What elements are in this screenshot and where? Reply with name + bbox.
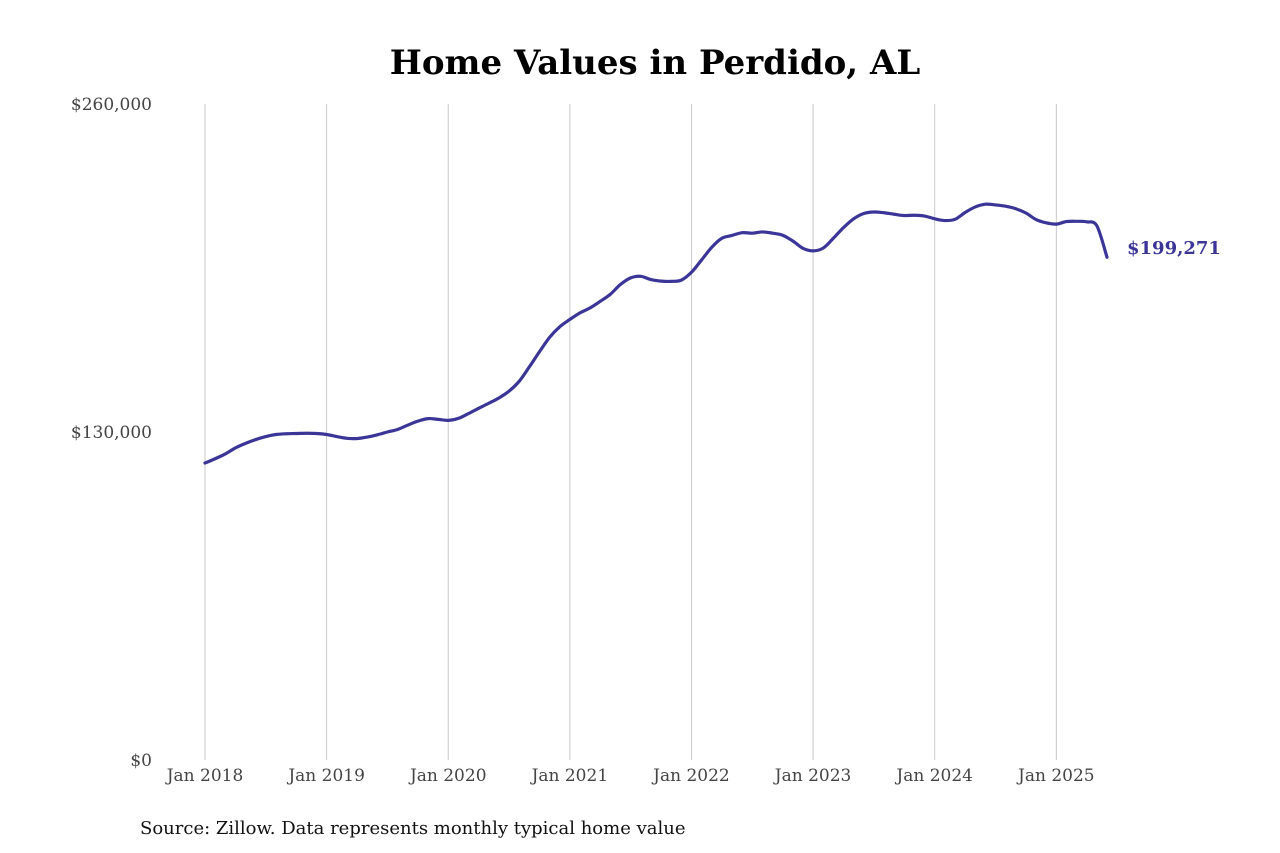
x-tick-label: Jan 2019 (286, 766, 365, 786)
vertical-gridlines (204, 104, 1057, 760)
latest-value-label: $199,271 (1127, 238, 1221, 259)
home-value-series-line (203, 202, 1109, 465)
x-tick-label: Jan 2021 (530, 766, 609, 786)
source-note: Source: Zillow. Data represents monthly … (140, 818, 686, 839)
y-tick-label: $130,000 (71, 423, 152, 443)
y-tick-label: $260,000 (71, 95, 152, 115)
chart-title: Home Values in Perdido, AL (390, 43, 921, 83)
x-tick-label: Jan 2022 (651, 766, 730, 786)
y-axis-tick-labels: $0 $130,000 $260,000 (71, 95, 152, 771)
x-tick-label: Jan 2025 (1016, 766, 1095, 786)
x-tick-label: Jan 2018 (165, 766, 244, 786)
x-axis-tick-labels: Jan 2018 Jan 2019 Jan 2020 Jan 2021 Jan 2022… (165, 766, 1095, 786)
x-tick-label: Jan 2020 (408, 766, 487, 786)
x-tick-label: Jan 2024 (894, 766, 973, 786)
y-tick-label: $0 (130, 751, 152, 771)
x-tick-label: Jan 2023 (773, 766, 852, 786)
